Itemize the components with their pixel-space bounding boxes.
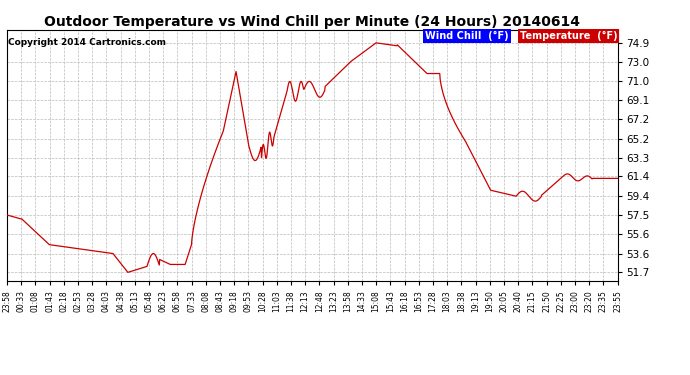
Text: Temperature  (°F): Temperature (°F) xyxy=(520,31,618,41)
Text: Copyright 2014 Cartronics.com: Copyright 2014 Cartronics.com xyxy=(8,38,166,46)
Text: Wind Chill  (°F): Wind Chill (°F) xyxy=(425,31,509,41)
Title: Outdoor Temperature vs Wind Chill per Minute (24 Hours) 20140614: Outdoor Temperature vs Wind Chill per Mi… xyxy=(44,15,580,29)
